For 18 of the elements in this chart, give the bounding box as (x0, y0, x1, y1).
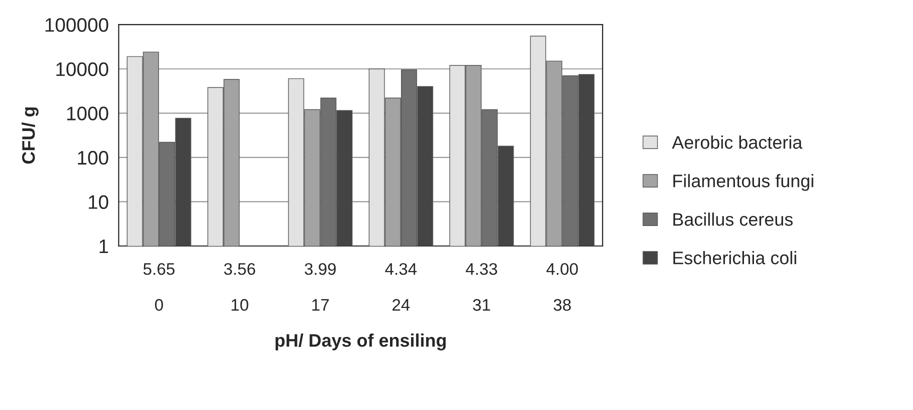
category-label: 3.99 17 (304, 263, 336, 311)
category-label: 5.65 0 (143, 263, 175, 311)
legend-label: Aerobic bacteria (672, 136, 802, 149)
x-axis-title: pH/ Days of ensiling (276, 334, 446, 350)
category-label: 4.33 31 (466, 263, 498, 311)
y-tick-label: 100 (78, 150, 108, 165)
y-tick-label: 1000 (67, 106, 108, 120)
y-tick-label: 10000 (56, 62, 108, 76)
y-axis-title: CFU/ g (22, 107, 39, 164)
category-label: 3.56 10 (224, 263, 256, 311)
category-label: 4.00 38 (546, 263, 578, 311)
legend-label: Bacillus cereus (673, 212, 793, 226)
category-label: 4.34 24 (385, 263, 417, 311)
y-tick-label: 100000 (46, 18, 108, 32)
y-tick-label: 1 (100, 240, 108, 254)
legend-label: Filamentous fungi (673, 174, 814, 191)
legend-label: Escherichia coli (673, 251, 796, 264)
y-tick-label: 10 (88, 195, 108, 209)
